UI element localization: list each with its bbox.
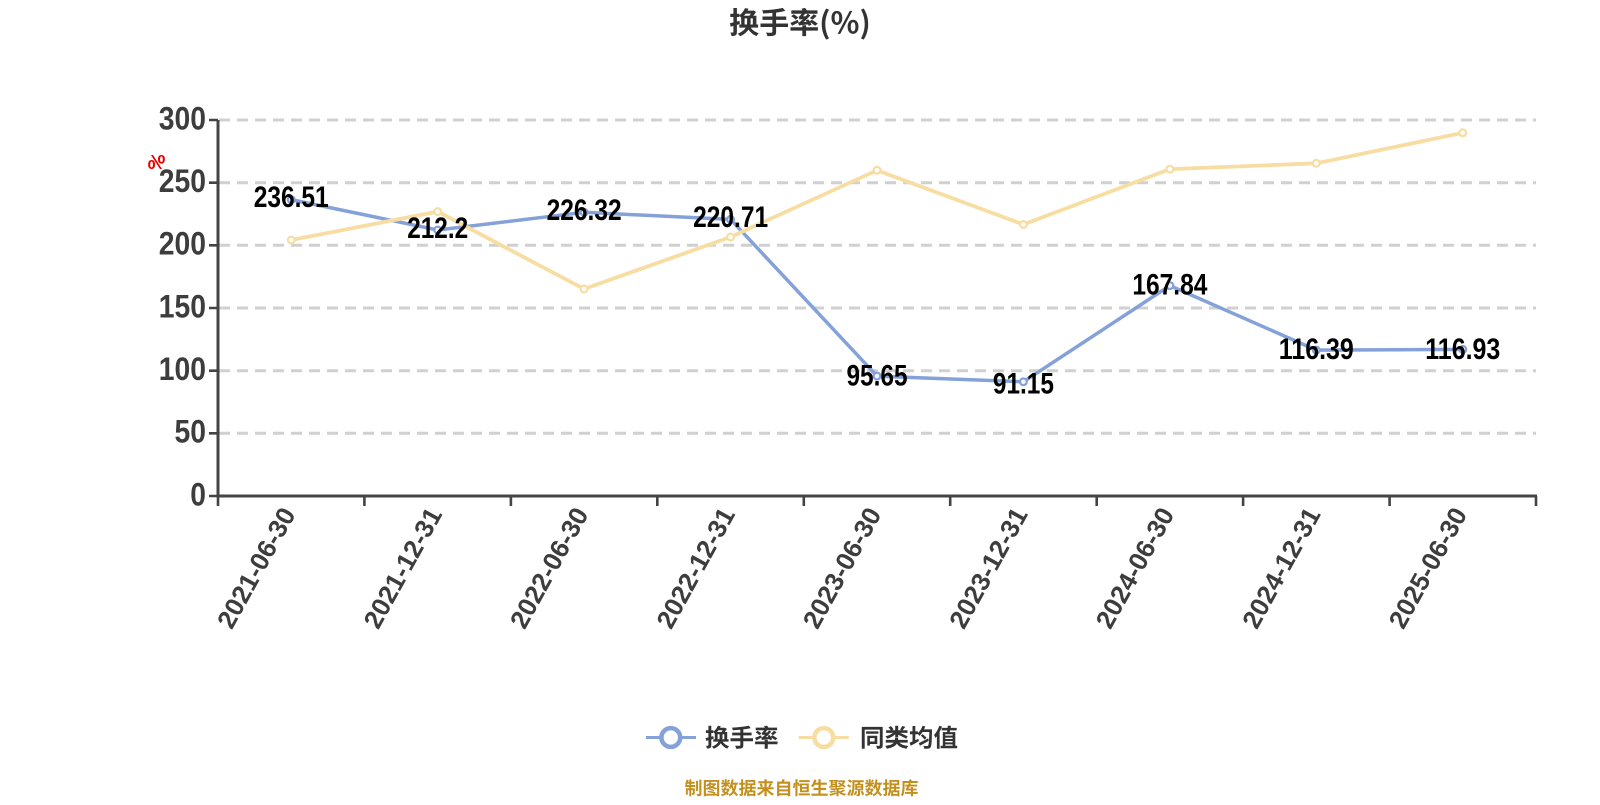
svg-text:116.93: 116.93 [1425, 333, 1500, 366]
svg-text:50: 50 [175, 414, 207, 450]
svg-text:300: 300 [159, 100, 206, 136]
svg-text:150: 150 [159, 288, 206, 324]
svg-text:%: % [147, 152, 165, 174]
svg-text:200: 200 [159, 226, 206, 262]
svg-text:226.32: 226.32 [547, 194, 622, 227]
svg-text:0: 0 [190, 476, 206, 512]
svg-text:220.71: 220.71 [693, 201, 768, 234]
svg-text:116.39: 116.39 [1279, 333, 1354, 366]
svg-text:100: 100 [159, 351, 206, 387]
svg-text:236.51: 236.51 [254, 181, 329, 214]
svg-text:167.84: 167.84 [1132, 269, 1207, 302]
svg-text:95.65: 95.65 [847, 360, 908, 393]
svg-text:91.15: 91.15 [993, 367, 1054, 400]
svg-text:212.2: 212.2 [407, 212, 468, 245]
svg-text:250: 250 [159, 163, 206, 199]
